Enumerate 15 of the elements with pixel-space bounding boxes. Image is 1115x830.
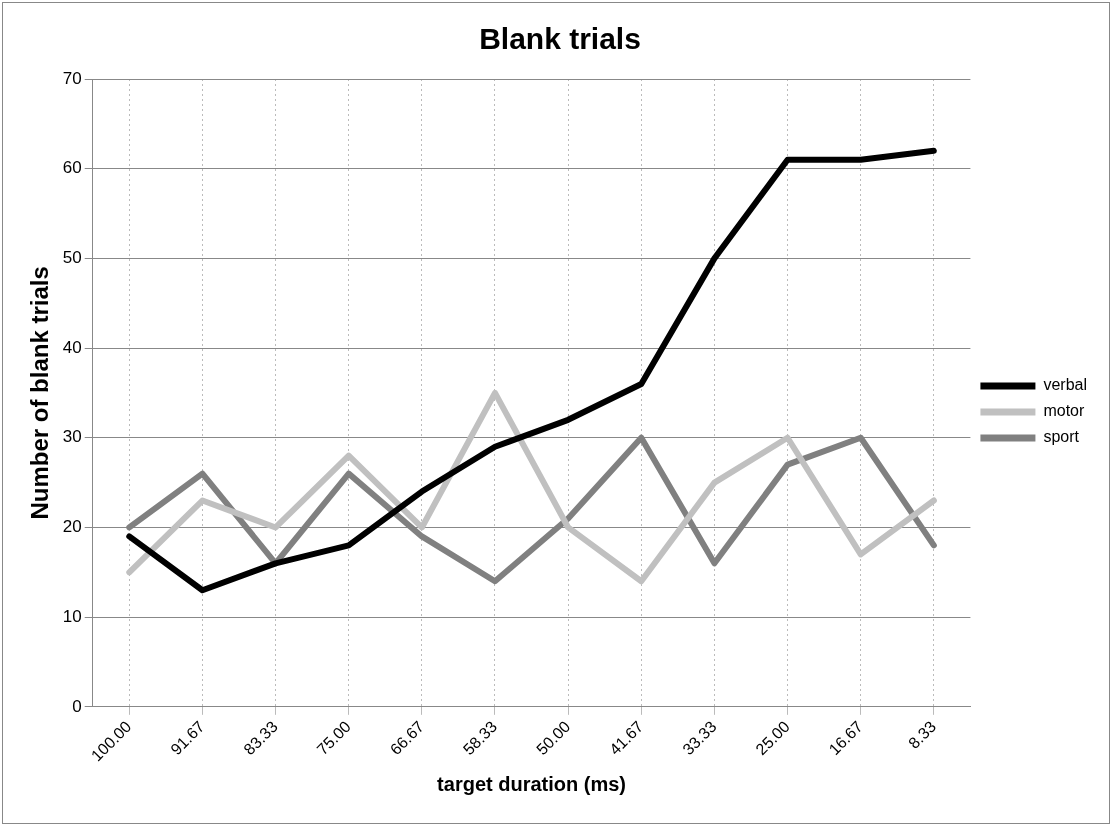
chart-title: Blank trials bbox=[479, 22, 641, 56]
x-tick-label: 8.33 bbox=[905, 717, 940, 752]
y-tick-label: 50 bbox=[62, 248, 82, 268]
x-axis-title: target duration (ms) bbox=[437, 772, 627, 795]
legend-label: sport bbox=[1043, 428, 1080, 446]
y-tick-label: 0 bbox=[72, 696, 82, 716]
y-axis-title: Number of blank trials bbox=[26, 266, 54, 520]
legend-label: verbal bbox=[1043, 376, 1087, 394]
y-tick-label: 40 bbox=[62, 337, 82, 357]
y-tick-label: 10 bbox=[62, 606, 82, 626]
y-tick-label: 20 bbox=[62, 517, 82, 537]
y-tick-label: 60 bbox=[62, 158, 82, 178]
y-tick-label: 30 bbox=[62, 427, 82, 447]
y-tick-label: 70 bbox=[62, 68, 82, 88]
legend-label: motor bbox=[1043, 402, 1085, 420]
